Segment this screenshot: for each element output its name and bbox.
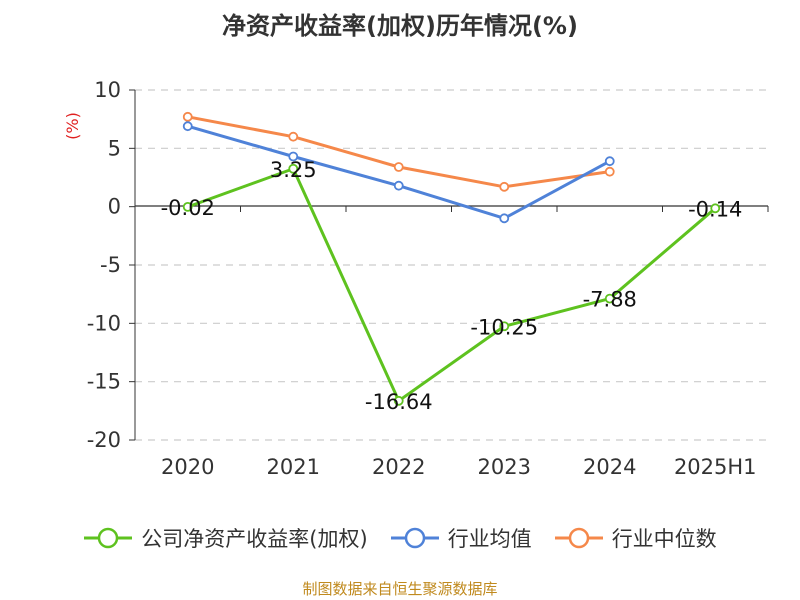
data-point	[499, 181, 510, 192]
data-point	[288, 163, 299, 174]
y-tick-label: 5	[108, 136, 121, 160]
legend-label: 行业均值	[447, 527, 532, 551]
x-tick-label: 2023	[478, 455, 531, 479]
chart-title: 净资产收益率(加权)历年情况(%)	[222, 12, 578, 40]
y-tick-label: 10	[94, 78, 121, 102]
y-tick-label: -15	[87, 370, 121, 394]
series-line	[187, 115, 610, 189]
data-point	[182, 111, 193, 122]
legend-line-circle-icon	[390, 527, 439, 549]
legend-item[interactable]: 行业中位数	[554, 523, 717, 553]
data-label: 3.25	[270, 158, 317, 182]
data-point	[182, 121, 193, 132]
legend-item[interactable]: 公司净资产收益率(加权)	[83, 523, 368, 553]
source-note: 制图数据来自恒生聚源数据库	[302, 580, 498, 598]
data-point	[604, 293, 615, 304]
y-tick-label: -5	[100, 253, 121, 277]
data-label: -0.14	[688, 197, 742, 221]
x-tick-label: 2020	[161, 455, 214, 479]
series-line	[187, 124, 611, 220]
y-tick-label: -10	[87, 311, 121, 335]
legend-line-circle-icon	[84, 527, 133, 549]
data-point	[288, 151, 299, 162]
data-point	[182, 201, 193, 212]
series-lines	[182, 111, 721, 406]
data-label: -10.25	[470, 315, 538, 339]
data-point	[288, 131, 299, 142]
legend-label: 公司净资产收益率(加权)	[141, 527, 368, 551]
y-axis-label: (%)	[63, 112, 82, 140]
data-labels: -0.02 3.25 -16.64 -10.25 -7.88 -0.14	[161, 158, 743, 414]
x-tick-label: 2024	[583, 455, 636, 479]
data-label: -0.02	[161, 196, 215, 220]
data-point	[604, 156, 615, 167]
x-tick-label: 2022	[372, 455, 425, 479]
data-point	[393, 180, 404, 191]
legend: 公司净资产收益率(加权) 行业均值 行业中位数	[0, 522, 800, 554]
data-point	[604, 166, 615, 177]
y-tick-label: -20	[87, 428, 121, 452]
series-line	[187, 167, 717, 403]
legend-item[interactable]: 行业均值	[390, 523, 532, 553]
data-point	[393, 395, 404, 406]
legend-line-circle-icon	[554, 527, 603, 549]
y-tick-label: 0	[108, 195, 121, 219]
axes: 10 5 0 -5 -10 -15 -20 2020 2021 2022 2023 2024 2025H…	[63, 78, 769, 479]
data-label: -7.88	[583, 288, 637, 312]
grid-lines	[135, 89, 768, 441]
data-point	[710, 203, 721, 214]
data-label: -16.64	[365, 390, 433, 414]
legend-label: 行业中位数	[611, 527, 717, 551]
x-tick-label: 2021	[267, 455, 320, 479]
data-point	[393, 162, 404, 172]
data-point	[499, 321, 510, 332]
data-point	[499, 213, 510, 224]
x-tick-label: 2025H1	[674, 455, 757, 479]
